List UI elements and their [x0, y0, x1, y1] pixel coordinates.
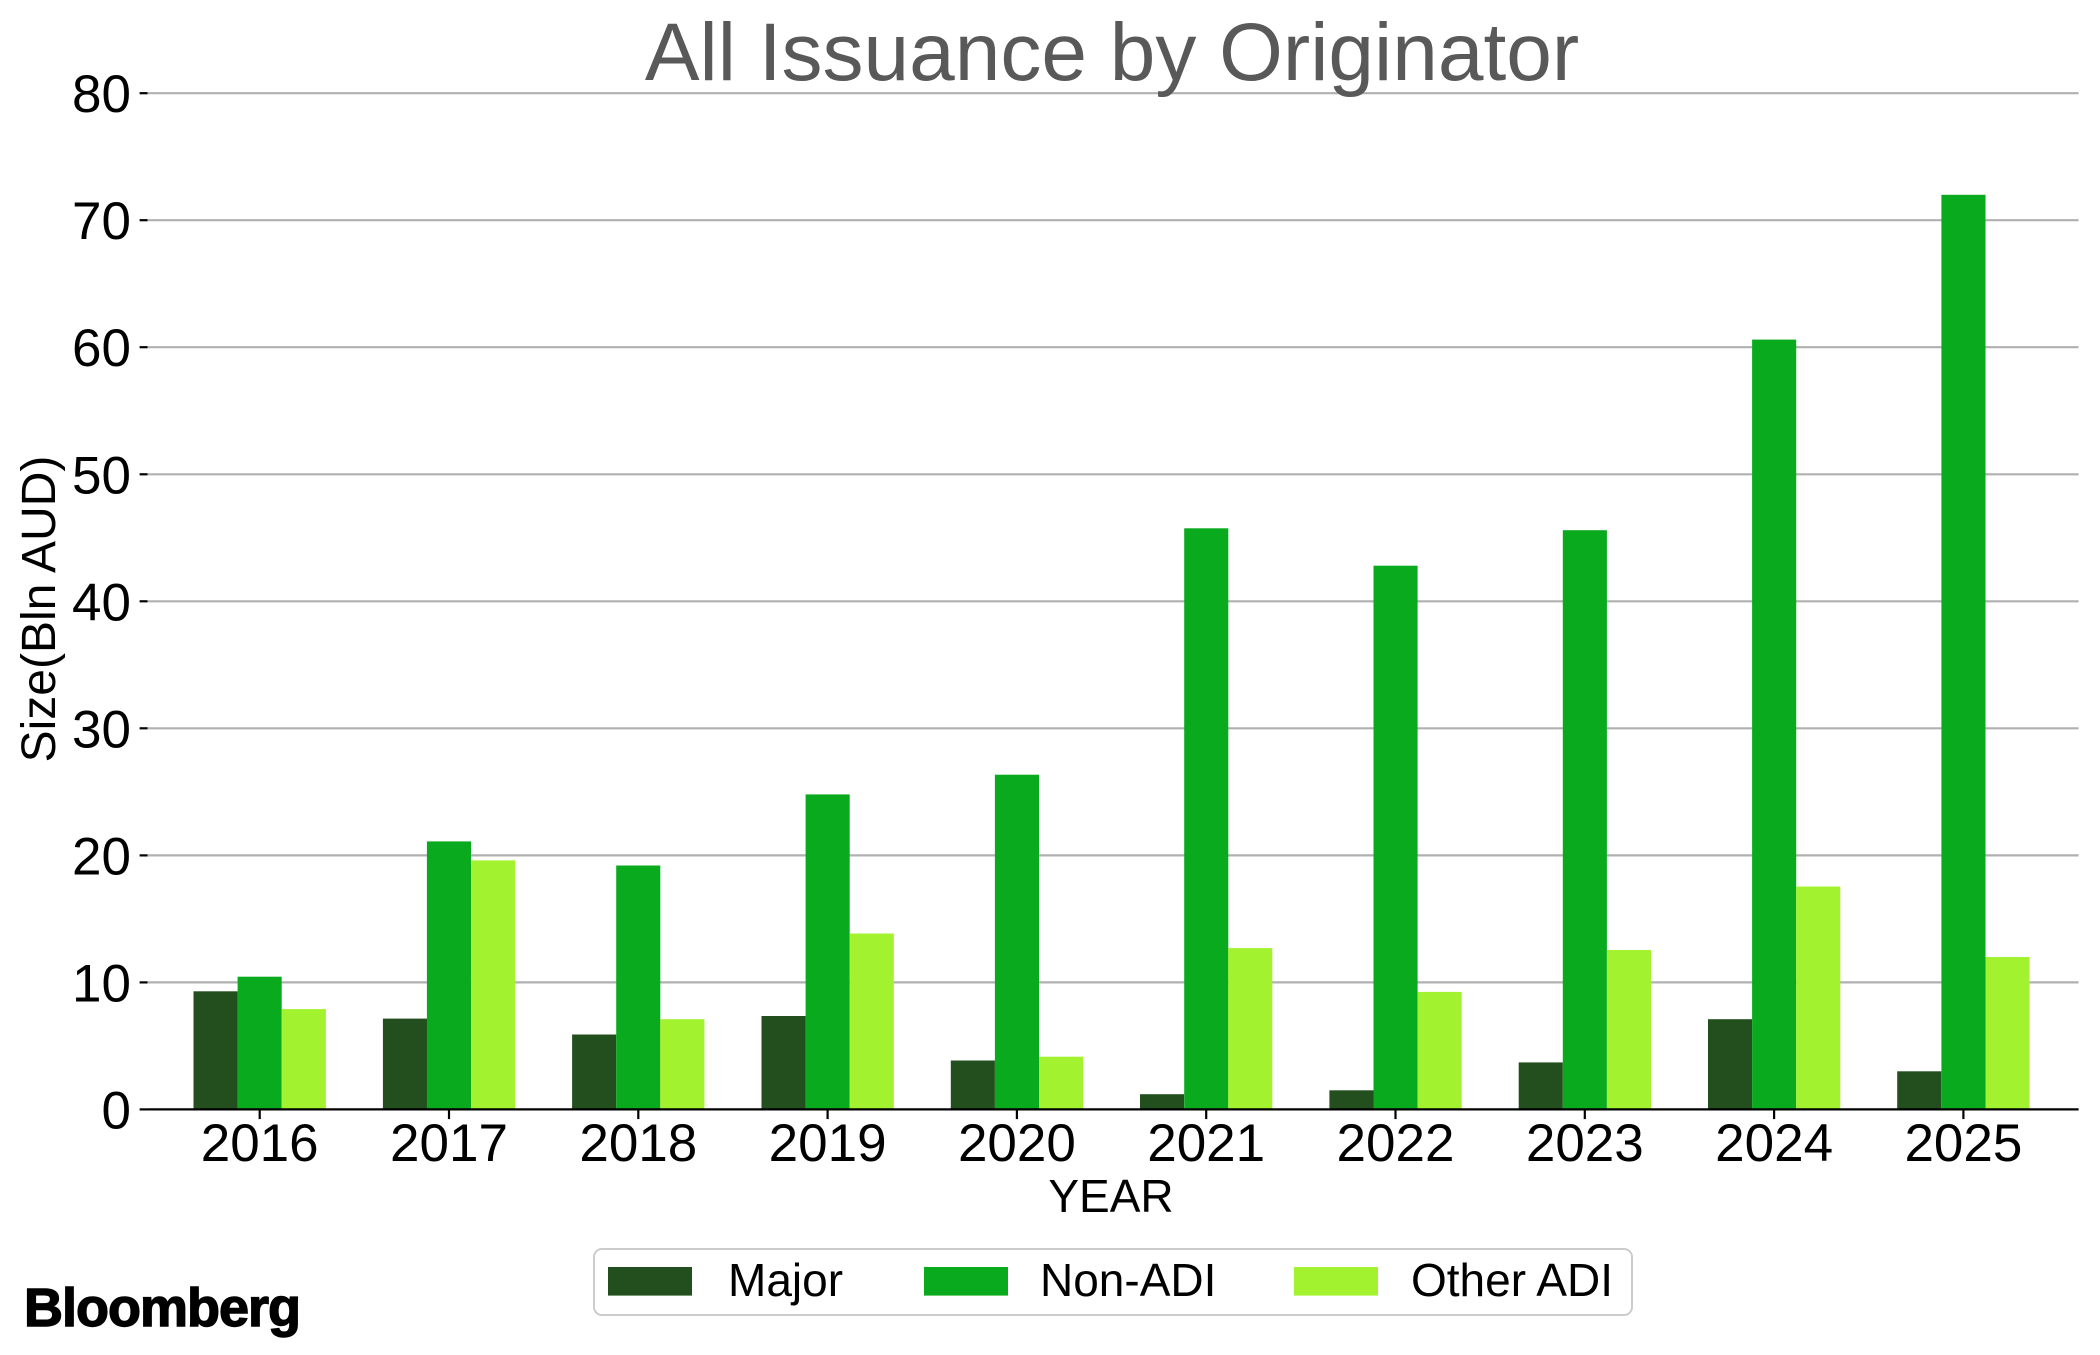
svg-text:2022: 2022	[1337, 1114, 1455, 1173]
svg-text:10: 10	[72, 954, 131, 1013]
svg-text:50: 50	[72, 446, 131, 505]
svg-text:Bloomberg: Bloomberg	[24, 1278, 300, 1338]
svg-text:2019: 2019	[769, 1114, 887, 1173]
svg-text:2018: 2018	[579, 1114, 697, 1173]
svg-text:80: 80	[72, 65, 131, 124]
svg-text:Non-ADI: Non-ADI	[1040, 1254, 1216, 1306]
svg-text:Major: Major	[728, 1254, 843, 1306]
svg-text:2017: 2017	[390, 1114, 508, 1173]
svg-text:0: 0	[102, 1081, 131, 1140]
svg-text:60: 60	[72, 319, 131, 378]
svg-text:2021: 2021	[1147, 1114, 1265, 1173]
svg-text:All Issuance by Originator: All Issuance by Originator	[645, 7, 1579, 98]
svg-text:YEAR: YEAR	[1048, 1170, 1173, 1222]
svg-text:2020: 2020	[958, 1114, 1076, 1173]
svg-text:Size(Bln AUD): Size(Bln AUD)	[13, 456, 66, 763]
svg-text:40: 40	[72, 573, 131, 632]
svg-text:2023: 2023	[1526, 1114, 1644, 1173]
svg-text:2024: 2024	[1715, 1114, 1833, 1173]
svg-text:20: 20	[72, 827, 131, 886]
svg-text:70: 70	[72, 192, 131, 251]
svg-text:2025: 2025	[1904, 1114, 2022, 1173]
svg-text:Other ADI: Other ADI	[1411, 1254, 1613, 1306]
svg-text:30: 30	[72, 700, 131, 759]
svg-text:2016: 2016	[201, 1114, 319, 1173]
